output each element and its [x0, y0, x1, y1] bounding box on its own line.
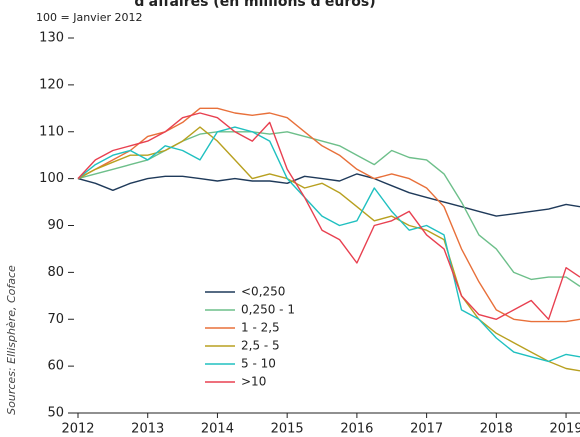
- x-tick-label: 2016: [340, 422, 373, 437]
- y-tick-label: 50: [47, 406, 64, 421]
- series-line: [77, 126, 580, 372]
- series-line: [77, 173, 580, 217]
- y-tick-label: 130: [39, 31, 64, 46]
- series-line: [77, 126, 580, 363]
- x-tick-label: 2017: [410, 422, 443, 437]
- x-tick-label: 2012: [61, 422, 94, 437]
- y-tick-label: 110: [39, 124, 64, 139]
- y-tick-label: 100: [39, 171, 64, 186]
- y-tick-label: 80: [47, 265, 64, 280]
- y-tick-label: 90: [47, 218, 64, 233]
- x-tick-label: 2018: [480, 422, 513, 437]
- source-note: Sources: Ellisphère, Coface: [5, 265, 18, 415]
- legend-label: >10: [241, 375, 266, 389]
- x-tick-label: 2019: [550, 422, 580, 437]
- chart-subtitle: 100 = Janvier 2012: [36, 11, 143, 24]
- y-tick-label: 70: [47, 312, 64, 327]
- y-tick-label: 60: [47, 359, 64, 374]
- x-tick-label: 2015: [271, 422, 304, 437]
- x-tick-label: 2013: [131, 422, 164, 437]
- series-line: [77, 112, 580, 320]
- legend-label: 0,250 - 1: [241, 303, 295, 317]
- chart-title: d'affaires (en millions d'euros): [134, 0, 375, 10]
- y-tick-label: 120: [39, 77, 64, 92]
- legend-label: 5 - 10: [241, 357, 276, 371]
- x-tick-label: 2014: [201, 422, 234, 437]
- legend-label: <0,250: [241, 285, 285, 299]
- legend-label: 1 - 2,5: [241, 321, 280, 335]
- series-line: [77, 131, 580, 287]
- legend-label: 2,5 - 5: [241, 339, 280, 353]
